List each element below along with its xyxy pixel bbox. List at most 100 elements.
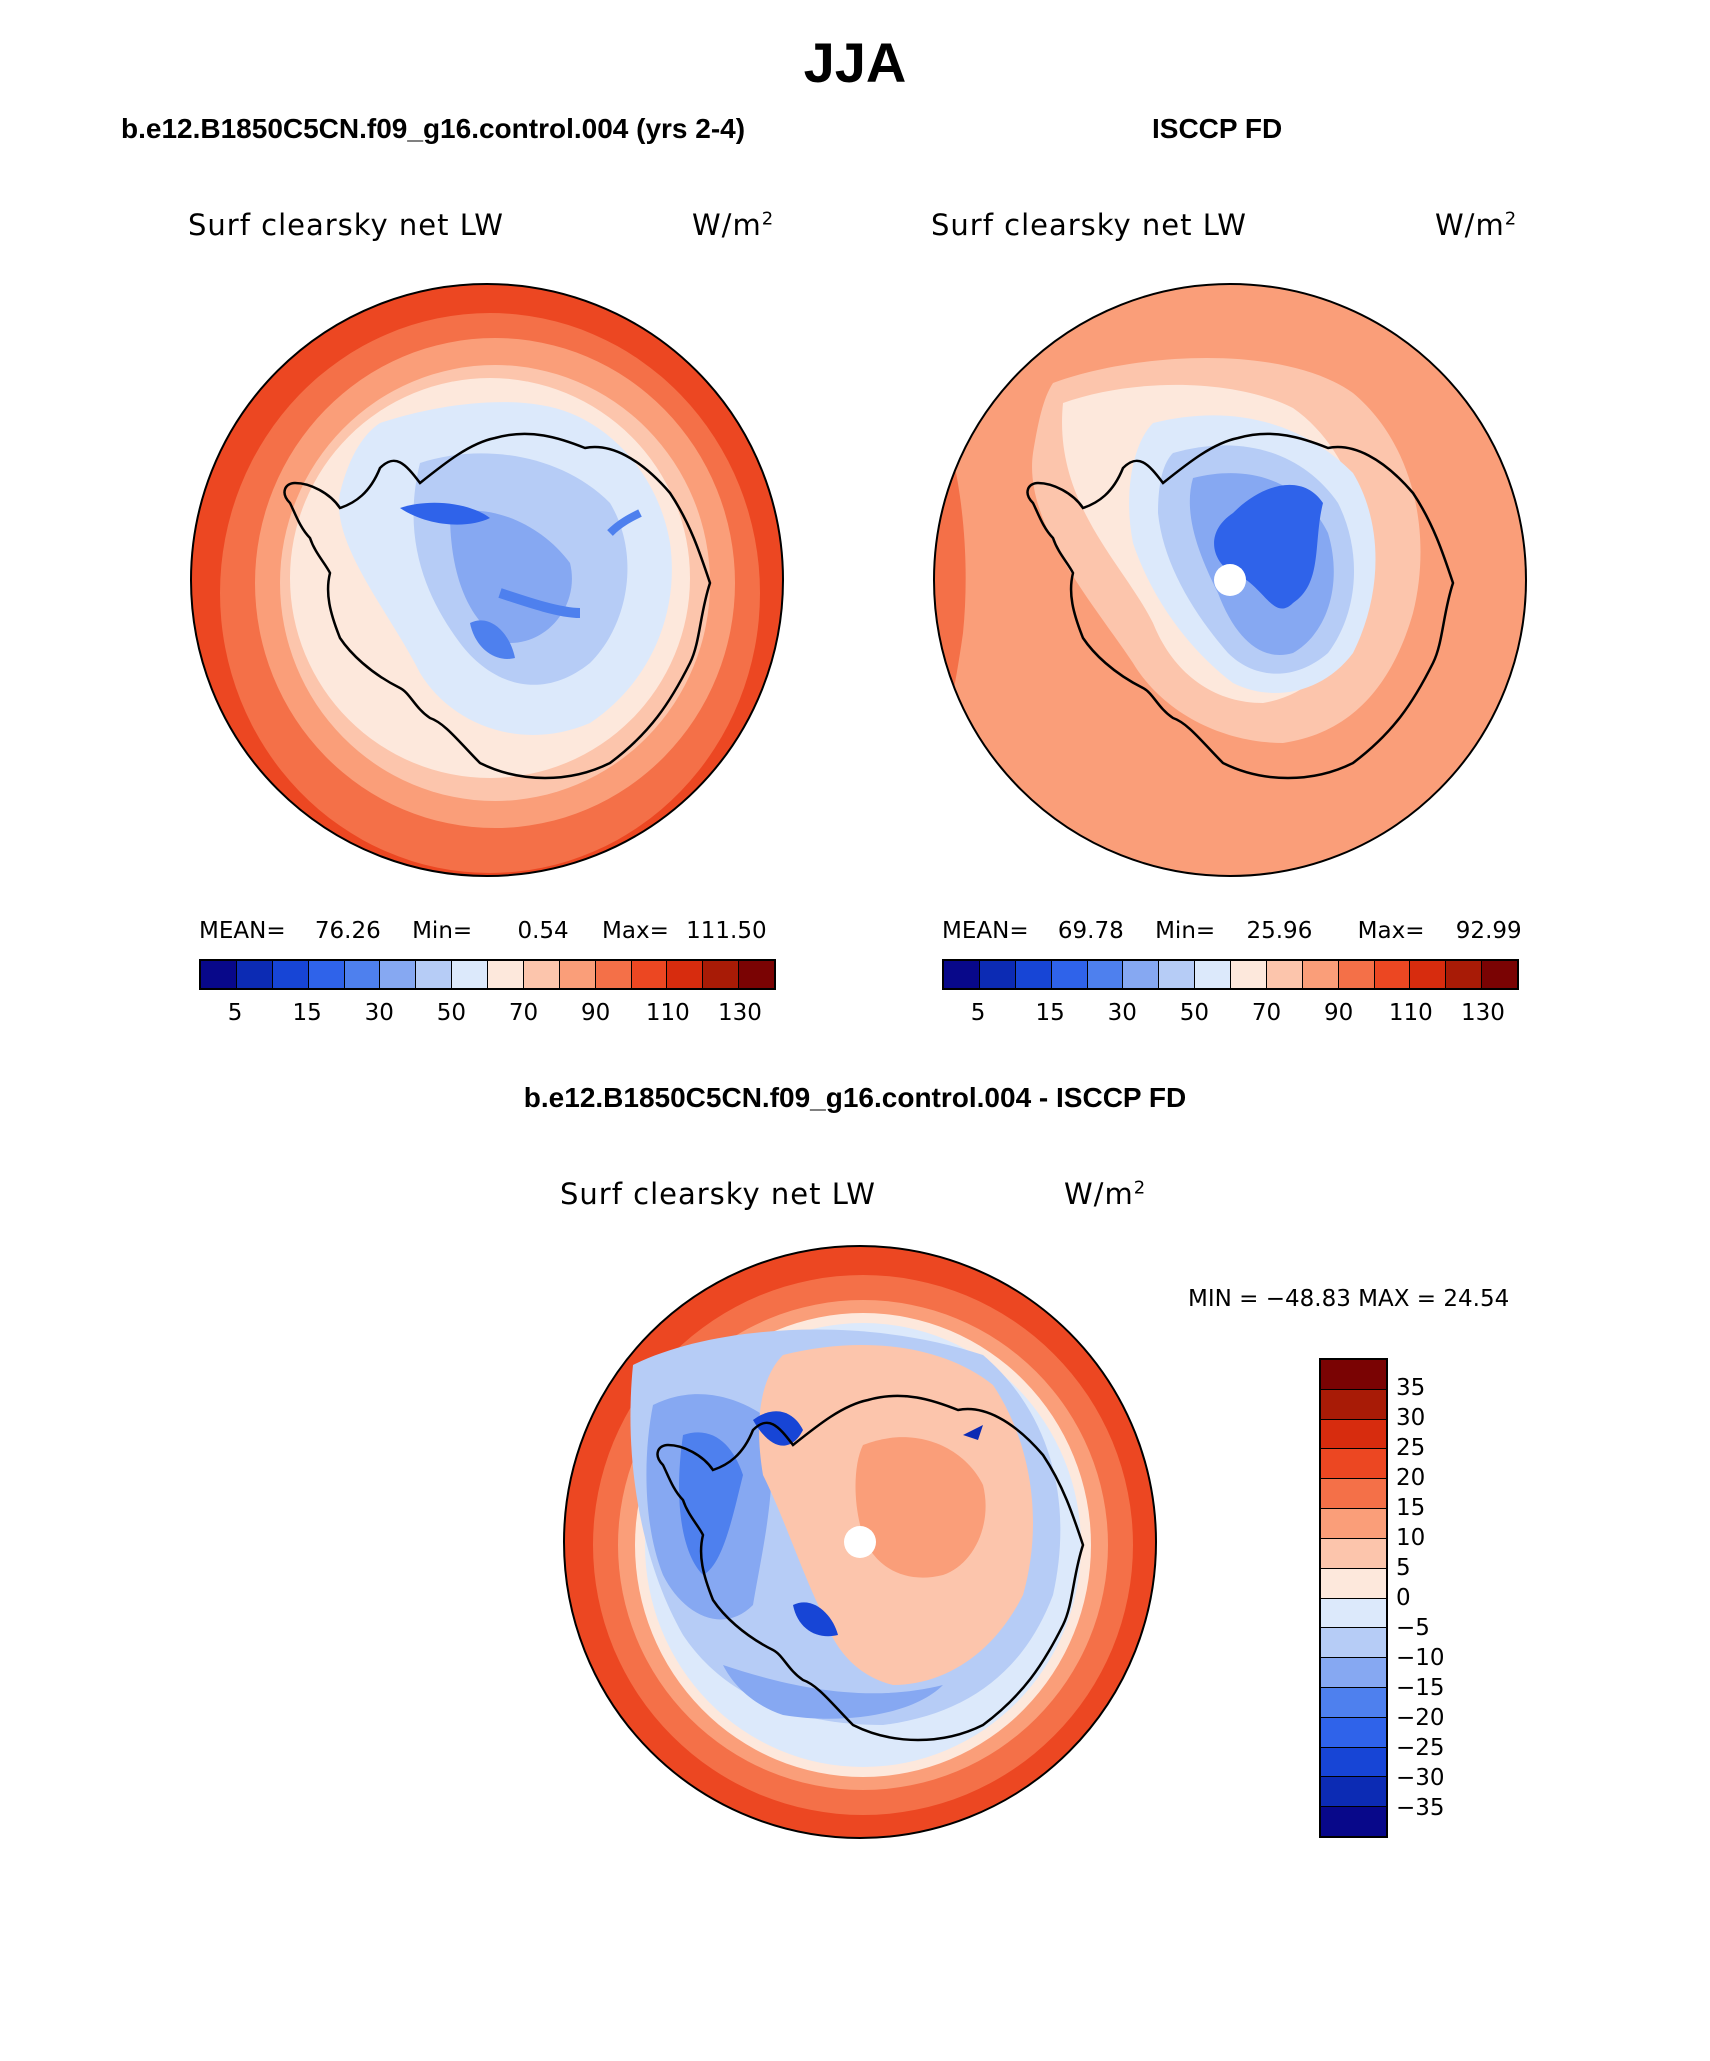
colorbar-swatch	[1321, 1479, 1386, 1510]
colorbar-swatch	[1321, 1777, 1386, 1808]
colorbar-tick-label: 30	[364, 1000, 394, 1026]
colorbar-tick-label: 0	[1396, 1585, 1411, 1611]
units-text: W/m	[1435, 208, 1505, 242]
colorbar-tick-label: −25	[1396, 1735, 1445, 1761]
stat-mean-label: MEAN=	[942, 918, 1029, 944]
colorbar-swatch	[1321, 1628, 1386, 1659]
stat-min-label: Min=	[412, 918, 473, 944]
colorbar-swatch	[416, 961, 453, 988]
colorbar-swatch	[1321, 1449, 1386, 1480]
units-exponent: 2	[761, 208, 775, 230]
colorbar-tick-label: −20	[1396, 1705, 1445, 1731]
colorbar-tick-label: −5	[1396, 1615, 1430, 1641]
colorbar-swatch	[308, 961, 345, 988]
colorbar-swatch	[944, 961, 980, 988]
stats-row-obs: MEAN= 69.78 Min= 25.96 Max= 92.99	[942, 918, 1522, 944]
colorbar-tick-label: −35	[1396, 1795, 1445, 1821]
colorbar-obs	[942, 959, 1519, 990]
colorbar-swatch	[1321, 1807, 1386, 1836]
colorbar-swatch	[1015, 961, 1052, 988]
colorbar-tick-label: 20	[1396, 1465, 1426, 1491]
colorbar-tick-label: 50	[1179, 1000, 1210, 1026]
stat-max-value: 92.99	[1455, 918, 1522, 944]
colorbar-tick-label: 50	[436, 1000, 467, 1026]
diff-minmax: MIN = −48.83 MAX = 24.54	[1188, 1286, 1510, 1312]
colorbar-tick-label: 90	[1324, 1000, 1354, 1026]
units-exponent: 2	[1504, 208, 1518, 230]
colorbar-swatch	[1051, 961, 1088, 988]
stat-max-label: Max=	[1357, 918, 1425, 944]
stat-min-value: 0.54	[517, 918, 569, 944]
stat-min-value: 25.96	[1246, 918, 1313, 944]
colorbar-tick-label: 5	[227, 1000, 243, 1026]
case-title-obs: ISCCP FD	[1152, 113, 1283, 144]
colorbar-swatch	[1321, 1389, 1386, 1420]
colorbar-tick-label: 35	[1396, 1375, 1426, 1401]
colorbar-tick-label: 5	[1396, 1555, 1411, 1581]
colorbar-tick-label: 110	[645, 1000, 690, 1026]
colorbar-tick-label: 15	[1396, 1495, 1426, 1521]
polar-map-model	[190, 283, 784, 877]
colorbar-swatch	[272, 961, 309, 988]
units-label-diff: W/m2	[1064, 1177, 1146, 1211]
colorbar-swatch	[1321, 1419, 1386, 1450]
colorbar-tick-label: −10	[1396, 1645, 1445, 1671]
colorbar-swatch	[236, 961, 273, 988]
page-title: JJA	[803, 31, 907, 94]
colorbar-tick-label: 15	[1035, 1000, 1065, 1026]
colorbar-swatch	[1321, 1568, 1386, 1599]
polar-map-obs	[933, 283, 1527, 877]
stats-row-model: MEAN= 76.26 Min= 0.54 Max= 111.50	[199, 918, 767, 944]
units-label-obs: W/m2	[1435, 208, 1517, 242]
colorbar-diff	[1319, 1358, 1388, 1838]
colorbar-swatch	[1321, 1687, 1386, 1718]
colorbar-tick-label: 15	[292, 1000, 322, 1026]
colorbar-swatch	[1087, 961, 1124, 988]
diff-title: b.e12.B1850C5CN.f09_g16.control.004 - IS…	[523, 1082, 1187, 1113]
colorbar-swatch	[1321, 1509, 1386, 1539]
colorbar-tick-label: −15	[1396, 1675, 1445, 1701]
stat-min-label: Min=	[1155, 918, 1216, 944]
colorbar-swatch	[1266, 961, 1303, 988]
colorbar-swatch	[739, 961, 774, 988]
colorbar-swatch	[559, 961, 596, 988]
colorbar-swatch	[488, 961, 524, 988]
colorbar-tick-label: 70	[508, 1000, 539, 1026]
colorbar-swatch	[1321, 1717, 1386, 1748]
colorbar-swatch	[1302, 961, 1339, 988]
stat-mean-value: 69.78	[1057, 918, 1124, 944]
colorbar-swatch	[1321, 1360, 1386, 1390]
stat-max-label: Max=	[602, 918, 669, 944]
colorbar-swatch	[1446, 961, 1483, 988]
colorbar-tick-label: −30	[1396, 1765, 1445, 1791]
colorbar-swatch	[380, 961, 417, 988]
colorbar-tick-label: 30	[1107, 1000, 1137, 1026]
colorbar-swatch	[1321, 1658, 1386, 1688]
colorbar-swatch	[1321, 1747, 1386, 1778]
colorbar-swatch	[1231, 961, 1267, 988]
case-title-model: b.e12.B1850C5CN.f09_g16.control.004 (yrs…	[121, 113, 746, 144]
colorbar-swatch	[1195, 961, 1231, 988]
colorbar-swatch	[1482, 961, 1517, 988]
colorbar-swatch	[1410, 961, 1447, 988]
colorbar-tick-label: 110	[1388, 1000, 1433, 1026]
units-exponent: 2	[1133, 1177, 1147, 1199]
stat-max-value: 111.50	[686, 918, 767, 944]
colorbar-tick-label: 130	[1460, 1000, 1505, 1026]
colorbar-swatch	[1374, 961, 1411, 988]
colorbar-swatch	[595, 961, 632, 988]
colorbar-swatch	[523, 961, 560, 988]
colorbar-tick-label: 5	[970, 1000, 986, 1026]
units-text: W/m	[692, 208, 762, 242]
colorbar-swatch	[1123, 961, 1160, 988]
units-text: W/m	[1064, 1177, 1134, 1211]
colorbar-tick-label: 70	[1251, 1000, 1282, 1026]
colorbar-tick-label: 90	[581, 1000, 611, 1026]
colorbar-swatch	[1321, 1598, 1386, 1629]
colorbar-swatch	[667, 961, 704, 988]
colorbar-swatch	[1159, 961, 1196, 988]
colorbar-swatch	[631, 961, 668, 988]
variable-label-diff: Surf clearsky net LW	[560, 1177, 876, 1211]
colorbar-tick-label: 10	[1396, 1525, 1426, 1551]
variable-label-obs: Surf clearsky net LW	[931, 208, 1247, 242]
